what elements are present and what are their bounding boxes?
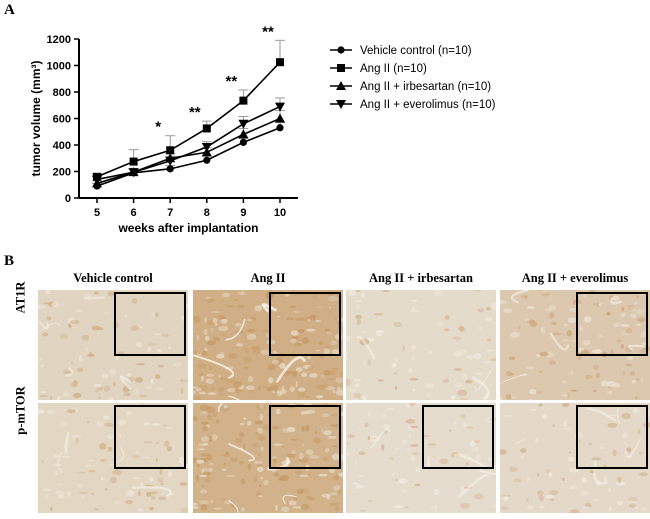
- legend-marker: [337, 46, 345, 54]
- magnified-inset-frame: [576, 292, 648, 356]
- data-point-series-3: [238, 129, 249, 139]
- magnified-inset-frame: [576, 405, 648, 469]
- x-axis-label: weeks after implantation: [117, 221, 258, 235]
- data-point-series-1: [203, 156, 211, 164]
- x-tick-label: 10: [274, 207, 286, 219]
- ihc-image-at1r-col1: [38, 290, 188, 400]
- series-line-4: [96, 105, 281, 181]
- significance-marker: **: [189, 104, 201, 121]
- data-point-series-1: [239, 138, 247, 146]
- legend-entry: Ang II + everolimus (n=10): [360, 99, 496, 111]
- ihc-image-p-mtor-col1: [38, 403, 188, 513]
- data-point-series-1: [276, 124, 284, 132]
- data-point-series-4: [128, 168, 139, 178]
- y-tick-label: 600: [53, 114, 71, 126]
- data-point-series-4: [238, 119, 249, 129]
- series-line-1: [96, 127, 281, 187]
- data-point-series-3: [275, 113, 285, 123]
- magnified-inset-frame: [114, 292, 186, 356]
- column-title-vehicle: Vehicle control: [73, 271, 153, 285]
- panel-b-label: B: [4, 253, 15, 269]
- y-tick-label: 0: [65, 193, 71, 205]
- magnified-inset-frame: [269, 292, 341, 356]
- ihc-image-p-mtor-col4: [500, 403, 650, 513]
- y-tick-label: 400: [53, 140, 71, 152]
- legend-entry: Ang II (n=10): [360, 63, 427, 75]
- significance-marker: **: [262, 23, 274, 40]
- data-point-series-2: [239, 96, 248, 105]
- panel-a-label: A: [4, 2, 15, 18]
- data-point-series-4: [92, 175, 102, 185]
- y-tick-label: 1000: [47, 61, 71, 73]
- magnified-inset-frame: [269, 405, 341, 469]
- magnified-inset-frame: [114, 405, 186, 469]
- data-point-series-4: [201, 142, 212, 152]
- legend-marker: [336, 100, 346, 109]
- x-tick-label: 5: [94, 207, 100, 219]
- row-title-at1r: AT1R: [13, 281, 28, 314]
- column-title-everolimus: Ang II + everolimus: [521, 271, 629, 285]
- ihc-image-p-mtor-col2: [193, 403, 343, 513]
- ihc-image-p-mtor-col3: [346, 403, 496, 513]
- legend-entry: Vehicle control (n=10): [360, 45, 472, 57]
- data-point-series-2: [276, 58, 284, 67]
- line-chart: 0 200 400 600 800 1000 1200 5 6 7 8 9 10 weeks after …: [29, 23, 496, 235]
- row-title-p-mtor: p-mTOR: [13, 386, 28, 435]
- ihc-image-at1r-col3: [346, 290, 496, 400]
- column-title-ang-ii: Ang II: [250, 271, 286, 285]
- data-point-series-2: [202, 124, 211, 133]
- legend-marker: [336, 81, 346, 90]
- data-point-series-2: [129, 157, 138, 166]
- y-axis-label: tumor volume (mm³): [29, 60, 43, 176]
- x-tick-label: 9: [240, 207, 246, 219]
- y-tick-label: 800: [53, 87, 71, 99]
- data-point-series-4: [165, 156, 176, 166]
- x-tick-label: 8: [204, 207, 210, 219]
- legend-entry: Ang II + irbesartan (n=10): [360, 81, 491, 93]
- series-line-2: [96, 61, 281, 178]
- significance-marker: **: [226, 73, 238, 90]
- y-tick-label: 200: [53, 167, 71, 179]
- significance-marker: *: [155, 119, 161, 136]
- column-title-irbesartan: Ang II + irbesartan: [368, 271, 473, 285]
- ihc-image-at1r-col2: [193, 290, 343, 400]
- ihc-image-at1r-col4: [500, 290, 650, 400]
- data-point-series-4: [275, 102, 285, 112]
- x-tick-label: 6: [131, 207, 137, 219]
- x-tick-label: 7: [167, 207, 173, 219]
- y-tick-label: 1200: [47, 34, 71, 46]
- data-point-series-1: [166, 165, 174, 173]
- magnified-inset-frame: [422, 405, 494, 469]
- legend-marker: [337, 64, 345, 72]
- data-point-series-2: [166, 146, 175, 155]
